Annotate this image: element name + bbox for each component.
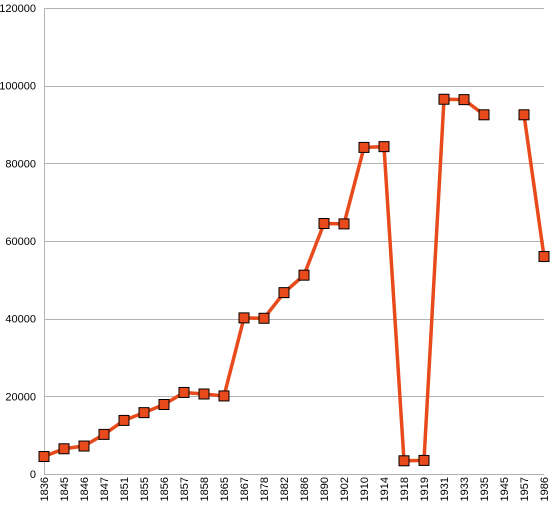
x-tick-label: 1857 bbox=[179, 477, 191, 501]
x-tick-label: 1851 bbox=[119, 477, 131, 501]
data-point-marker bbox=[518, 109, 530, 121]
y-tick-label: 40000 bbox=[5, 314, 36, 326]
data-point-marker bbox=[338, 218, 350, 230]
y-tick-label: 60000 bbox=[5, 236, 36, 248]
series-line bbox=[522, 113, 546, 259]
data-point-marker bbox=[378, 141, 390, 153]
x-tick-label: 1845 bbox=[59, 477, 71, 501]
x-tick-label: 1846 bbox=[79, 477, 91, 501]
x-tick-label: 1945 bbox=[499, 477, 511, 501]
data-point-marker bbox=[118, 414, 130, 426]
x-tick-label: 1836 bbox=[39, 477, 51, 501]
data-point-marker bbox=[478, 109, 490, 121]
y-tick-label: 80000 bbox=[5, 158, 36, 170]
x-tick-label: 1931 bbox=[439, 477, 451, 501]
x-tick-label: 1882 bbox=[279, 477, 291, 501]
x-tick-label: 1847 bbox=[99, 477, 111, 501]
data-point-marker bbox=[418, 454, 430, 466]
x-tick-label: 1858 bbox=[199, 477, 211, 501]
y-gridlines bbox=[44, 8, 544, 475]
x-tick-label: 1910 bbox=[359, 477, 371, 501]
data-point-marker bbox=[38, 451, 50, 463]
x-tick-label: 1918 bbox=[399, 477, 411, 501]
data-point-marker bbox=[178, 386, 190, 398]
x-tick-label: 1957 bbox=[519, 477, 531, 501]
x-tick-label: 1902 bbox=[339, 477, 351, 501]
x-tick-label: 1855 bbox=[139, 477, 151, 501]
x-tick-label: 1865 bbox=[219, 477, 231, 501]
x-tick-label: 1935 bbox=[479, 477, 491, 501]
y-tick-label: 120000 bbox=[0, 3, 36, 15]
data-point-marker bbox=[238, 312, 250, 324]
x-tick-label: 1890 bbox=[319, 477, 331, 501]
y-tick-label: 100000 bbox=[0, 81, 36, 93]
data-point-marker bbox=[278, 287, 290, 299]
data-point-marker bbox=[358, 141, 370, 153]
data-point-marker bbox=[298, 269, 310, 281]
series-lines bbox=[42, 97, 546, 463]
data-point-marker bbox=[258, 312, 270, 324]
x-tick-label: 1914 bbox=[379, 477, 391, 501]
y-tick-labels: 0 20000 40000 60000 80000 100000 120000 bbox=[0, 3, 36, 481]
data-point-marker bbox=[458, 94, 470, 106]
data-point-marker bbox=[158, 398, 170, 410]
x-tick-label: 1933 bbox=[459, 477, 471, 501]
x-tick-label: 1986 bbox=[539, 477, 551, 501]
data-point-marker bbox=[98, 428, 110, 440]
data-point-marker bbox=[138, 407, 150, 419]
x-tick-label: 1867 bbox=[239, 477, 251, 501]
x-tick-labels: 1836 1845 1846 1847 1851 1855 1856 1857 1858 1865… bbox=[39, 477, 551, 501]
x-tick-label: 1886 bbox=[299, 477, 311, 501]
data-point-marker bbox=[78, 440, 90, 452]
x-tick-label: 1878 bbox=[259, 477, 271, 501]
data-point-marker bbox=[398, 455, 410, 467]
data-point-marker bbox=[438, 93, 450, 105]
series-line bbox=[42, 97, 486, 463]
x-tick-label: 1856 bbox=[159, 477, 171, 501]
x-tick-label: 1919 bbox=[419, 477, 431, 501]
y-tick-label: 20000 bbox=[5, 391, 36, 403]
data-point-marker bbox=[218, 390, 230, 402]
data-point-marker bbox=[318, 218, 330, 230]
data-point-marker bbox=[538, 251, 550, 263]
data-point-marker bbox=[58, 443, 70, 455]
data-point-marker bbox=[198, 388, 210, 400]
y-tick-label: 0 bbox=[30, 469, 36, 481]
series-markers bbox=[38, 93, 550, 467]
